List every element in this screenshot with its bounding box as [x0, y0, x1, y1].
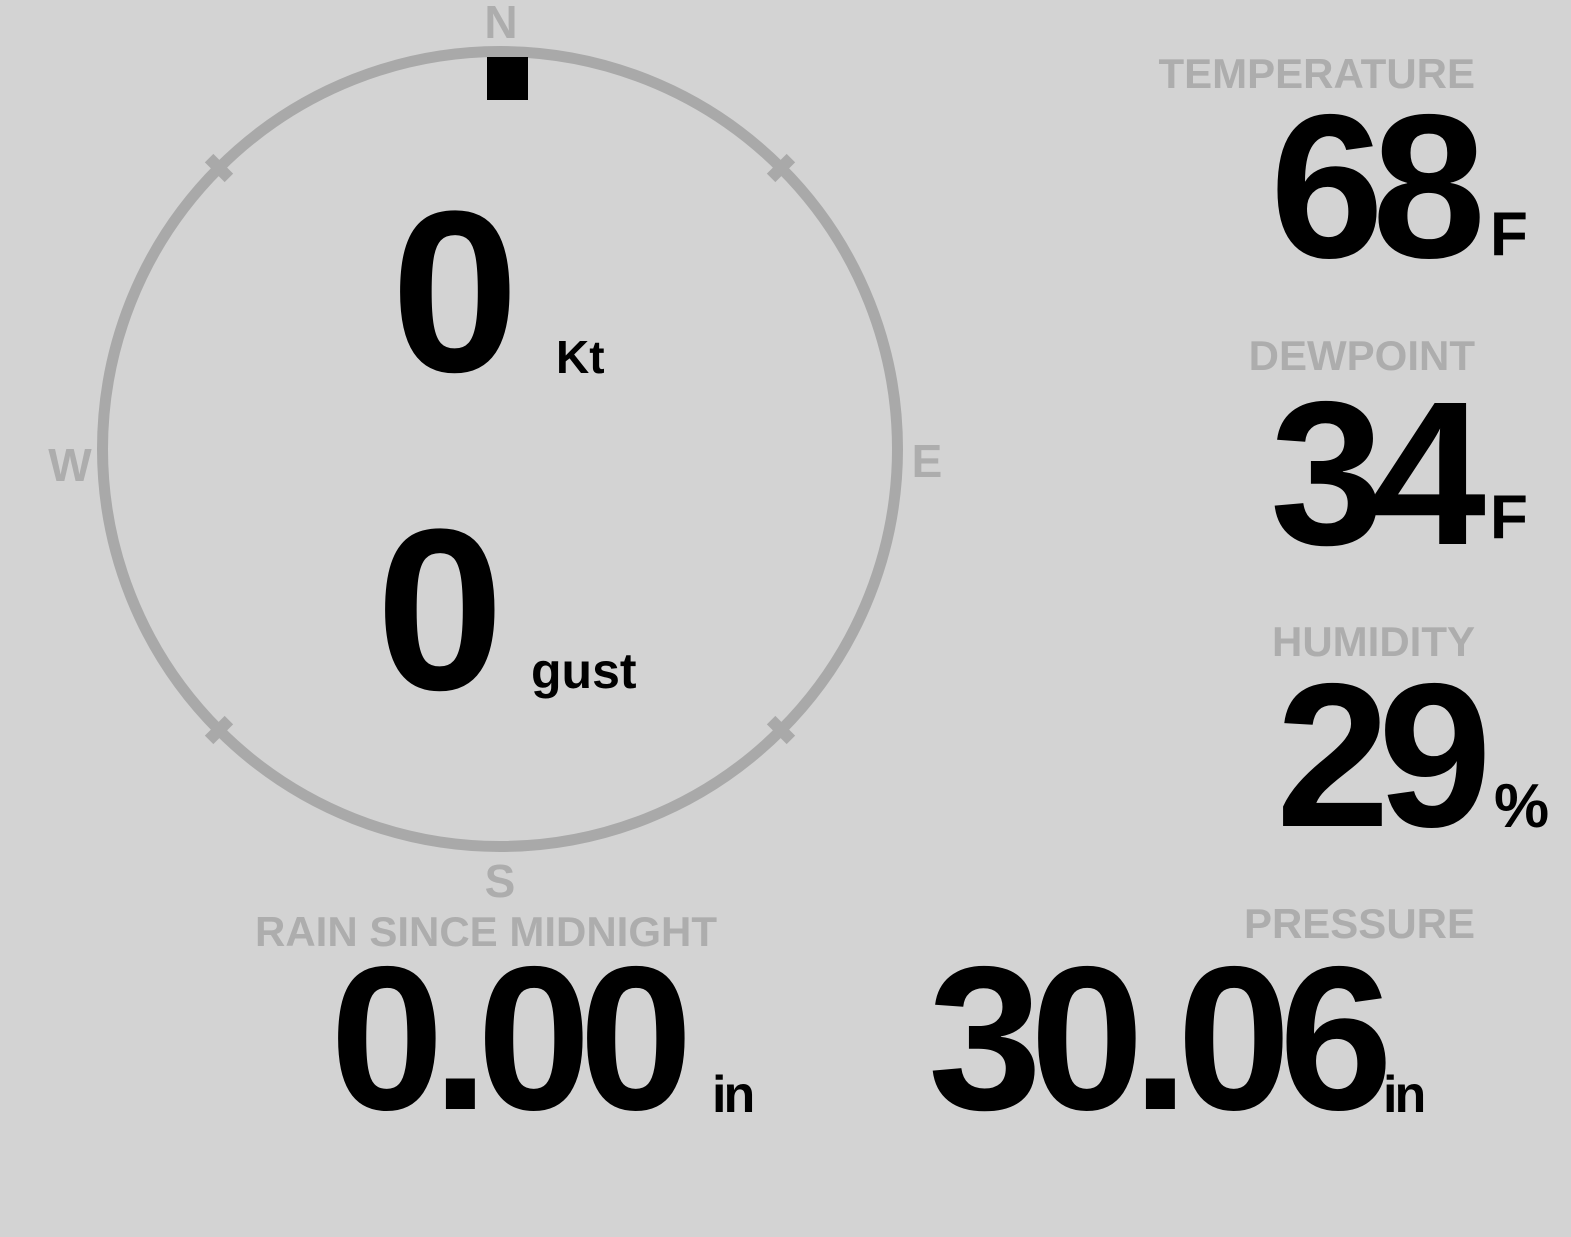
temperature-value: 68: [1269, 72, 1486, 301]
humidity-value: 29: [1275, 641, 1492, 870]
rain-since-midnight-value: 0.00: [330, 924, 693, 1153]
wind-direction-marker: [487, 57, 528, 100]
dewpoint-unit: F: [1490, 483, 1528, 552]
cardinal-west-label: W: [48, 439, 92, 491]
rain-since-midnight-unit: in: [712, 1066, 755, 1124]
wind-gust-value: 0: [376, 481, 504, 738]
wind-speed-value: 0: [391, 163, 519, 420]
cardinal-east-label: E: [911, 435, 943, 487]
temperature-label: TEMPERATURE: [1158, 50, 1475, 97]
cardinal-south-label: S: [484, 855, 516, 907]
humidity-label: HUMIDITY: [1272, 618, 1475, 665]
cardinal-north-label: N: [484, 0, 518, 48]
wind-compass-ring: [97, 46, 903, 852]
pressure-label: PRESSURE: [1243, 900, 1475, 947]
temperature-unit: F: [1490, 200, 1528, 269]
rain-since-midnight-label: RAIN SINCE MIDNIGHT: [255, 908, 717, 955]
pressure-value: 30.06: [928, 924, 1393, 1153]
dewpoint-value: 34: [1269, 359, 1486, 588]
wind-gust-unit: gust: [531, 643, 637, 699]
humidity-unit: %: [1494, 772, 1550, 841]
wind-speed-unit: Kt: [556, 331, 605, 383]
dewpoint-label: DEWPOINT: [1248, 332, 1475, 379]
pressure-unit: in: [1383, 1066, 1426, 1124]
